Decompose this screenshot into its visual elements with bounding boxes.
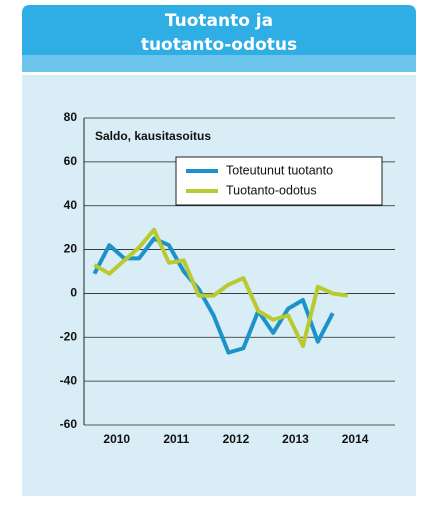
legend-label: Toteutunut tuotanto [226, 163, 333, 177]
panel [22, 75, 416, 496]
y-tick-label: -40 [60, 373, 78, 387]
x-tick-label: 2011 [163, 432, 189, 446]
title: Tuotanto ja [165, 11, 273, 31]
legend-label: Tuotanto-odotus [226, 183, 317, 197]
y-tick-label: 60 [64, 154, 78, 168]
y-tick-label: -20 [60, 329, 78, 343]
x-tick-label: 2013 [282, 432, 309, 446]
subtitle: Saldo, kausitasoitus [95, 129, 211, 143]
legend-box [175, 156, 383, 206]
header-band [22, 55, 416, 72]
title: tuotanto-odotus [141, 35, 297, 55]
y-tick-label: 80 [64, 110, 78, 124]
y-tick-label: 20 [64, 242, 78, 256]
y-tick-label: -60 [60, 417, 78, 431]
x-tick-label: 2010 [103, 432, 130, 446]
line-series [93, 227, 348, 349]
y-tick-label: 40 [64, 198, 78, 212]
y-tick-label: 0 [70, 286, 77, 300]
x-tick-label: 2012 [223, 432, 250, 446]
x-tick-label: 2014 [342, 432, 369, 446]
line-series [92, 236, 335, 355]
